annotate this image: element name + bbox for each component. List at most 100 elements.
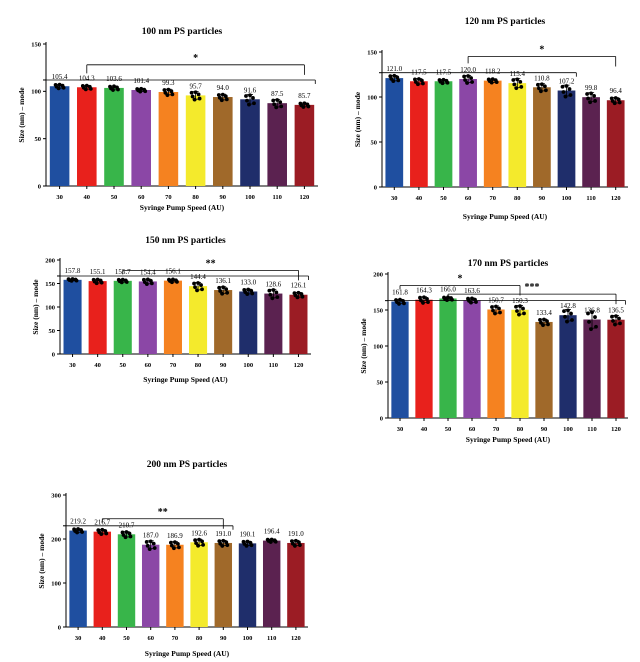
x-tick-label: 110 [269, 362, 278, 369]
replicate-dot [142, 280, 147, 284]
replicate-dot [136, 88, 141, 93]
chart-title: 200 nm PS particles [147, 460, 228, 470]
data-label: 105.4 [52, 73, 68, 81]
replicate-dot [267, 288, 272, 293]
replicate-dot [300, 294, 305, 299]
replicate-dot [517, 312, 521, 317]
x-tick-label: 40 [94, 362, 101, 369]
replicate-dot [566, 308, 570, 313]
replicate-dot [512, 82, 517, 87]
bar-30 [391, 301, 409, 418]
replicate-dot [570, 318, 574, 322]
replicate-dot [109, 86, 113, 91]
replicate-dot [518, 304, 522, 309]
replicate-dot [61, 85, 66, 90]
replicate-dot [271, 288, 276, 292]
replicate-dot [168, 279, 172, 283]
data-label: 85.7 [298, 92, 311, 100]
replicate-dot [145, 543, 150, 548]
data-label: 128.6 [265, 281, 281, 289]
y-tick-label: 200 [45, 257, 55, 264]
bar-80 [185, 95, 206, 186]
replicate-dot [613, 322, 617, 327]
replicate-dot [613, 96, 618, 100]
bar-90 [213, 97, 233, 186]
replicate-dot [250, 291, 255, 296]
bar-110 [262, 540, 281, 627]
bar-40 [77, 87, 97, 186]
x-tick-label: 70 [493, 426, 500, 433]
x-tick-label: 120 [291, 635, 301, 642]
chart-title: 150 nm PS particles [145, 236, 226, 246]
chart-panel-150nm: 150 nm PS particles Size (nm) – mode 0 50 10… [31, 236, 311, 384]
bar-80 [189, 286, 208, 354]
x-tick-label: 30 [391, 195, 398, 202]
replicate-dot [54, 84, 59, 89]
y-axis-label: Size (nm) – mode [353, 91, 362, 147]
replicate-dot [193, 285, 197, 290]
replicate-dot [266, 539, 271, 543]
bar-70 [158, 91, 179, 186]
bar-40 [410, 81, 428, 187]
replicate-dot [95, 277, 100, 282]
x-tick-label: 90 [220, 635, 227, 642]
y-tick-label: 150 [45, 281, 55, 288]
replicate-dot [425, 296, 429, 301]
replicate-dot [147, 547, 152, 552]
bar-30 [69, 530, 87, 627]
y-tick-label: 300 [51, 492, 61, 499]
x-tick-label: 50 [120, 362, 127, 369]
replicate-dot [84, 83, 89, 88]
bar-90 [214, 542, 233, 627]
replicate-dot [217, 95, 222, 100]
data-label: 192.6 [191, 529, 207, 537]
replicate-dot [224, 540, 229, 545]
x-tick-label: 120 [294, 362, 304, 369]
replicate-dot [200, 287, 204, 292]
replicate-dot [293, 293, 298, 298]
replicate-dot [590, 310, 594, 315]
x-tick-label: 100 [562, 195, 572, 202]
replicate-dot [462, 74, 466, 79]
replicate-dot [402, 301, 406, 306]
bar-60 [141, 544, 160, 627]
y-tick-label: 0 [58, 624, 61, 631]
replicate-dot [197, 537, 202, 542]
significance-label: * [193, 53, 198, 64]
replicate-dot [586, 311, 590, 316]
replicate-dot [414, 80, 418, 84]
replicate-dot [546, 322, 550, 327]
replicate-dot [296, 290, 301, 295]
chart-title: 170 nm PS particles [468, 259, 549, 269]
replicate-dot [297, 540, 301, 545]
replicate-dot [291, 541, 295, 546]
x-tick-label: 80 [517, 426, 524, 433]
bar-60 [138, 281, 157, 354]
replicate-dot [543, 84, 547, 89]
replicate-dot [536, 82, 540, 87]
replicate-dot [193, 90, 198, 95]
chart-panel-120nm: 120 nm PS particles Size (nm) – mode 0 50 10… [353, 17, 628, 221]
x-tick-label: 40 [99, 635, 106, 642]
replicate-dot [302, 101, 307, 106]
replicate-dot [565, 319, 569, 324]
replicate-dot [67, 278, 72, 282]
replicate-dot [173, 540, 177, 545]
data-label: 187.0 [143, 532, 159, 540]
replicate-dot [569, 311, 573, 316]
replicate-dot [192, 281, 196, 286]
data-label: 157.8 [65, 267, 81, 275]
replicate-dot [139, 86, 144, 91]
data-label: 133.4 [536, 309, 552, 317]
replicate-dot [196, 543, 201, 548]
replicate-dot [248, 93, 252, 98]
data-label: 117.5 [436, 68, 452, 76]
replicate-dot [392, 73, 397, 78]
replicate-dot [515, 309, 519, 313]
replicate-dot [422, 295, 426, 300]
data-label: 191.0 [288, 530, 304, 538]
y-tick-label: 0 [38, 183, 41, 190]
replicate-dot [491, 308, 495, 313]
significance-label: ** [158, 507, 168, 518]
replicate-dot [197, 96, 202, 101]
